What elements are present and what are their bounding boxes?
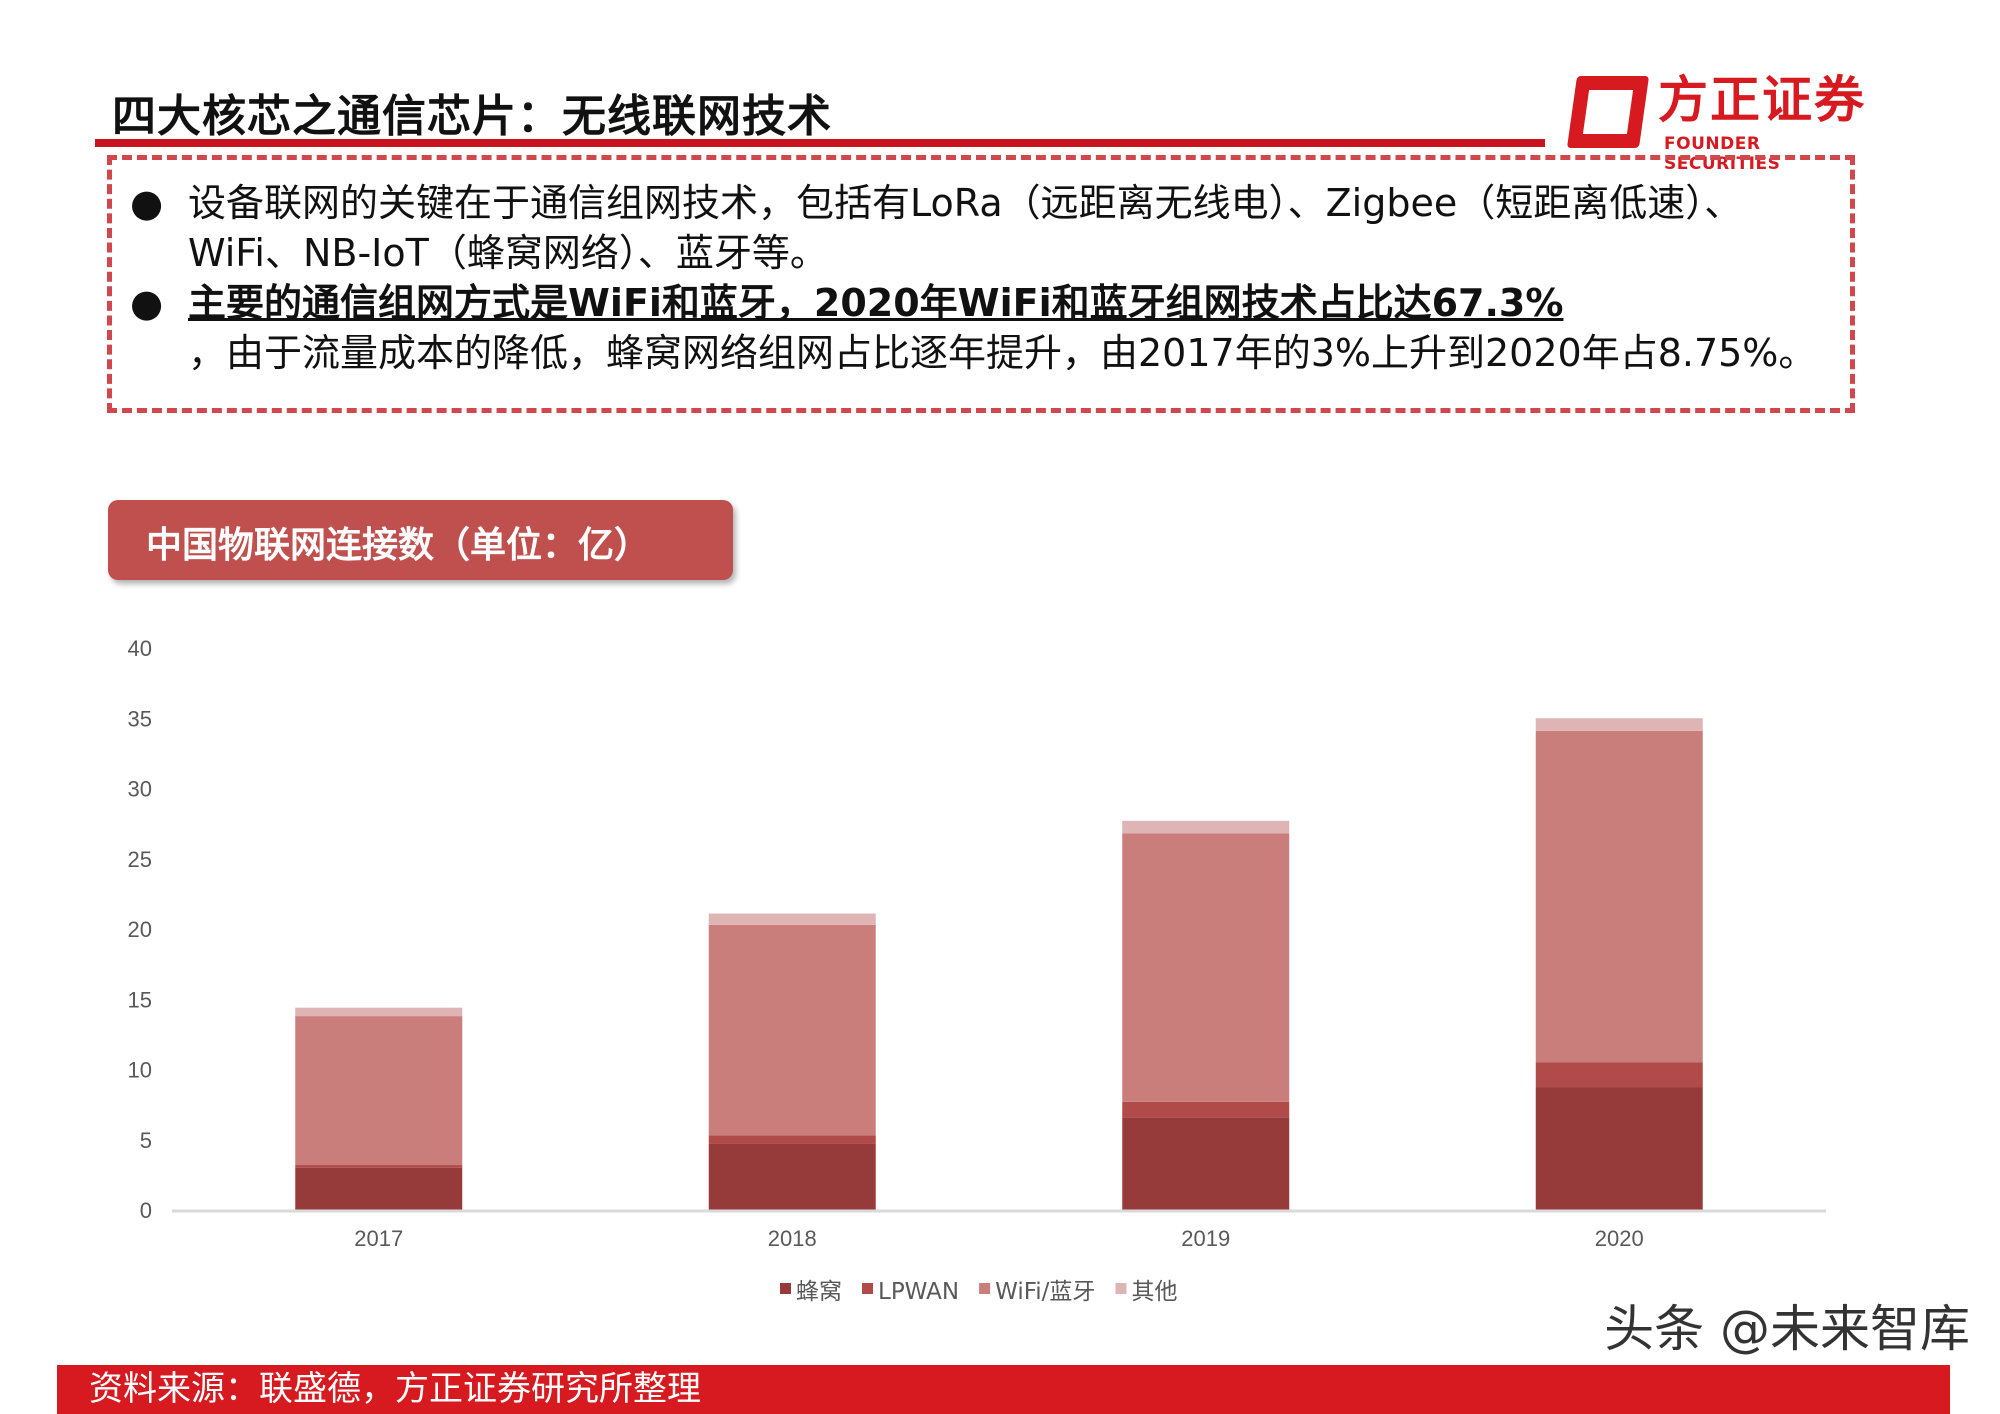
bullet-dot-icon: ● <box>130 281 164 325</box>
legend-swatch-icon <box>1115 1283 1127 1294</box>
bar-LPWAN-2017 <box>295 1165 463 1168</box>
legend-label: 其他 <box>1131 1279 1177 1305</box>
bar-蜂窝-2020 <box>1535 1087 1703 1210</box>
bullet-dot-icon: ● <box>130 181 164 225</box>
x-tick-label: 2020 <box>1595 1226 1644 1251</box>
legend-swatch-icon <box>862 1283 873 1294</box>
bar-蜂窝-2019 <box>1122 1117 1290 1210</box>
bar-其他-2020 <box>1535 718 1703 731</box>
y-tick-label: 10 <box>128 1058 152 1083</box>
x-tick-label: 2018 <box>768 1226 817 1251</box>
bullet-text: 设备联网的关键在于通信组网技术，包括有LoRa（远距离无线电）、Zigbee（短… <box>188 181 1743 275</box>
source-text: 资料来源：联盛德，方正证券研究所整理 <box>89 1369 701 1409</box>
bar-蜂窝-2017 <box>295 1167 463 1210</box>
y-tick-label: 20 <box>128 917 152 942</box>
legend-swatch-icon <box>979 1283 991 1294</box>
bar-其他-2018 <box>708 913 876 925</box>
chart-title-label: 中国物联网连接数（单位：亿） <box>108 500 733 580</box>
y-tick-label: 0 <box>140 1198 152 1223</box>
y-tick-label: 5 <box>140 1128 152 1153</box>
bar-其他-2019 <box>1122 820 1290 834</box>
bullet-text: ，由于流量成本的降低，蜂窝网络组网占比逐年提升，由2017年的3%上升到2020… <box>188 331 1817 375</box>
bar-蜂窝-2018 <box>708 1143 876 1210</box>
bullet-2: ● 主要的通信组网方式是WiFi和蓝牙，2020年WiFi和蓝牙组网技术占比达6… <box>130 278 1840 378</box>
bullet-1: ● 设备联网的关键在于通信组网技术，包括有LoRa（远距离无线电）、Zigbee… <box>130 178 1840 278</box>
source-footer: 资料来源：联盛德，方正证券研究所整理 <box>57 1365 1950 1414</box>
x-tick-label: 2017 <box>354 1226 403 1251</box>
legend-swatch-icon <box>780 1283 791 1294</box>
legend-label: LPWAN <box>878 1279 959 1305</box>
title-underline <box>95 139 1545 147</box>
bar-LPWAN-2020 <box>1535 1062 1703 1088</box>
page-title: 四大核芯之通信芯片：无线联网技术 <box>112 91 832 142</box>
logo-cn: 方正证券 <box>1658 71 1866 129</box>
y-tick-label: 35 <box>128 706 152 731</box>
bar-LPWAN-2018 <box>708 1135 876 1144</box>
y-tick-label: 40 <box>128 636 152 661</box>
bar-WiFi/蓝牙-2020 <box>1535 730 1703 1063</box>
y-tick-label: 25 <box>128 847 152 872</box>
bar-WiFi/蓝牙-2019 <box>1122 833 1290 1102</box>
watermark: 头条 @未来智库 <box>1604 1300 1970 1358</box>
x-tick-label: 2019 <box>1181 1226 1230 1251</box>
summary-box: ● 设备联网的关键在于通信组网技术，包括有LoRa（远距离无线电）、Zigbee… <box>107 155 1855 413</box>
y-tick-label: 15 <box>128 987 152 1012</box>
bar-LPWAN-2019 <box>1122 1101 1290 1118</box>
bar-WiFi/蓝牙-2018 <box>708 924 876 1136</box>
bar-其他-2017 <box>295 1007 463 1017</box>
y-tick-label: 30 <box>128 777 152 802</box>
bar-WiFi/蓝牙-2017 <box>295 1016 463 1166</box>
bullet-bold-text: 主要的通信组网方式是WiFi和蓝牙，2020年WiFi和蓝牙组网技术占比达67.… <box>188 281 1564 325</box>
legend-label: 蜂窝 <box>796 1279 842 1305</box>
legend-label: WiFi/蓝牙 <box>995 1279 1095 1305</box>
